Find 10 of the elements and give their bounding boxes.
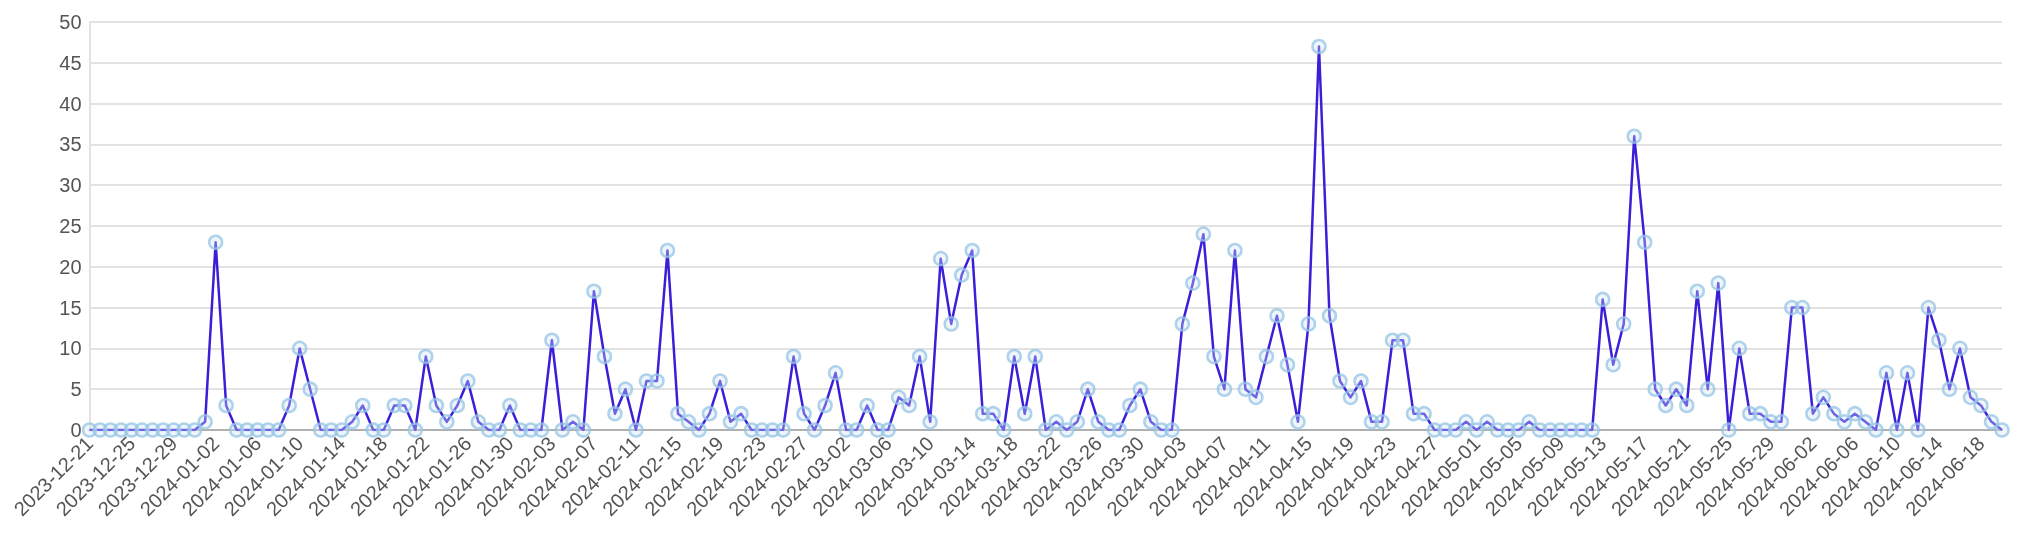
y-tick-label: 10 [59,337,82,360]
y-tick-label: 45 [59,51,82,74]
y-tick-label: 50 [59,11,82,33]
y-tick-label: 40 [59,92,82,115]
y-tick-label: 35 [59,133,82,156]
y-tick-label: 25 [59,215,82,237]
y-tick-label: 20 [59,255,82,278]
y-tick-label: 5 [70,378,82,401]
y-tick-label: 30 [59,174,82,197]
y-tick-label: 15 [59,296,82,319]
